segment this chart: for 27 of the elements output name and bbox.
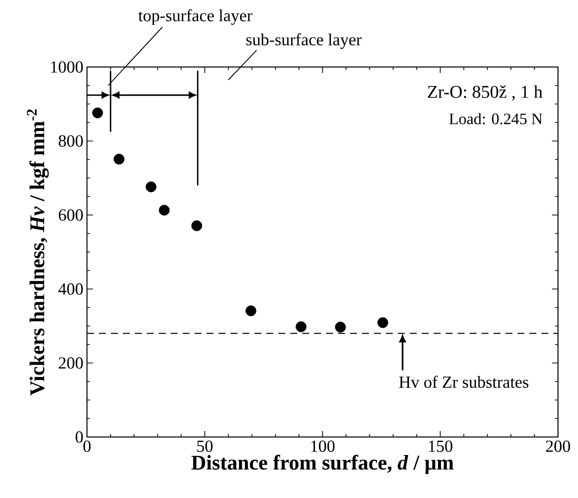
x-tick-label: 200 bbox=[546, 440, 570, 452]
annotation: Load: 0.245 N bbox=[449, 113, 542, 124]
point bbox=[335, 322, 346, 332]
y-tick-label: 0 bbox=[76, 431, 83, 443]
y-tick-label: 1000 bbox=[51, 61, 83, 73]
x-tick-label: 50 bbox=[197, 440, 213, 452]
annotation: Zr-O: 850ž , 1 h bbox=[428, 85, 542, 101]
point bbox=[191, 220, 202, 232]
x-tick-label: 150 bbox=[429, 440, 452, 452]
y-tick-label: 400 bbox=[58, 283, 83, 295]
point bbox=[146, 181, 156, 192]
text: sub-surface layer bbox=[246, 33, 362, 49]
y-tick-label: 200 bbox=[58, 357, 83, 369]
y-tick-label: 600 bbox=[58, 209, 83, 221]
point bbox=[114, 154, 124, 165]
point bbox=[158, 204, 170, 216]
y-tick-label: 800 bbox=[58, 135, 83, 147]
point bbox=[92, 107, 103, 118]
x-tick-label: 100 bbox=[311, 440, 335, 452]
y-axis-title: Vickers hardness, Hv / kgf mm$^{-2}$ bbox=[26, 109, 49, 396]
point bbox=[246, 305, 256, 316]
legend-label: Hv of Zr substrates bbox=[399, 376, 528, 388]
x-tick-label: 0 bbox=[83, 440, 91, 452]
point bbox=[377, 317, 388, 328]
text: top-surface layer bbox=[138, 9, 252, 25]
x-axis-title: Distance from surface, d / µm bbox=[191, 454, 454, 474]
point bbox=[296, 321, 306, 332]
